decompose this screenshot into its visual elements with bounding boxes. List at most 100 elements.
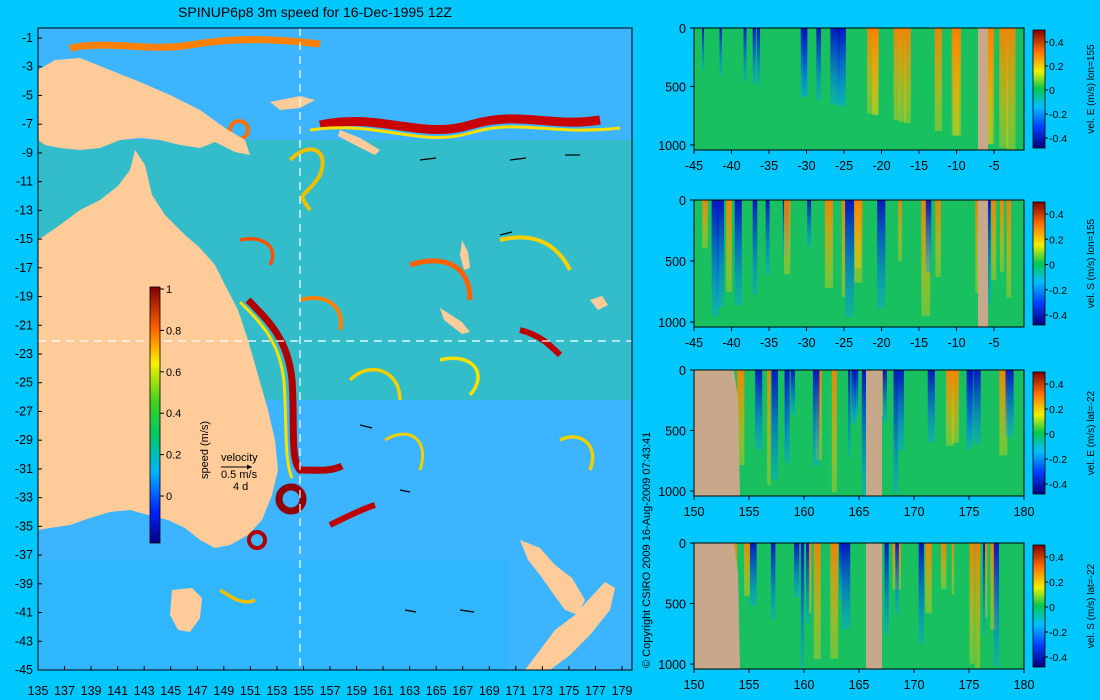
map-lat-tick: -5 (22, 88, 33, 102)
speed-colorbar-tick: 0 (166, 491, 172, 503)
section-streak (853, 370, 859, 418)
section-streak (877, 200, 886, 308)
section-colorbar (1032, 544, 1046, 668)
section-y-tick: 1000 (658, 316, 686, 330)
section-x-tick: 155 (739, 505, 760, 519)
section-x-tick: 170 (904, 505, 925, 519)
eddy-large (275, 483, 307, 515)
map-lon-tick: 171 (505, 684, 526, 698)
map-title: SPINUP6p8 3m speed for 16-Dec-1995 12Z (178, 4, 452, 20)
section-colorbar-tick: 0.4 (1049, 209, 1064, 221)
section-x-tick: -20 (872, 336, 890, 350)
section-y-tick: 0 (679, 364, 686, 378)
section-x-tick: -30 (797, 159, 815, 173)
section-streak (785, 370, 790, 464)
section-x-tick: -35 (760, 159, 778, 173)
map-lon-tick: 149 (213, 684, 234, 698)
section-streak (841, 200, 846, 297)
map-lon-tick: 147 (187, 684, 208, 698)
section-colorbar (1032, 29, 1046, 149)
map-lon-tick: 137 (54, 684, 75, 698)
map-lon-tick: 177 (585, 684, 606, 698)
map-lat-tick: -3 (22, 60, 33, 74)
section-streak (794, 543, 800, 598)
section-land (866, 543, 882, 669)
section-streak (812, 370, 820, 466)
section-streak (848, 370, 851, 458)
section-streak (830, 543, 839, 659)
section-streak (767, 370, 771, 486)
section-x-tick: -5 (988, 159, 999, 173)
section-x-tick: -25 (835, 159, 853, 173)
section-x-tick: 165 (849, 505, 870, 519)
section-x-tick: 180 (1014, 678, 1035, 692)
section-colorbar-tick: 0 (1049, 260, 1055, 272)
section-label: vel. S (m/s) lat=-22 (1086, 563, 1097, 648)
map-lat-tick: -35 (15, 519, 33, 533)
map-lat-tick: -25 (15, 376, 33, 390)
section-land (866, 370, 882, 496)
section-streak (867, 28, 873, 114)
speed-colorbar-tick: 0.4 (166, 408, 181, 420)
map-lat-tick: -9 (22, 146, 33, 160)
section-land (694, 543, 740, 669)
section-streak (744, 543, 750, 596)
eac-edge (238, 300, 294, 479)
filament (384, 432, 425, 471)
new-zealand-north (520, 540, 585, 615)
section-x-tick: 150 (684, 678, 705, 692)
section-x-tick: -45 (685, 336, 703, 350)
section-x-tick: -15 (910, 336, 928, 350)
section-panel: 0 500 1000 150 155 160 165 170 175 180 0.4 0.2 0 -0.2… (658, 537, 1097, 692)
section-streak (1006, 200, 1012, 298)
section-label: vel. E (m/s) lon=155 (1086, 44, 1097, 134)
map-lat-tick: -7 (22, 117, 33, 131)
section-streak (872, 28, 879, 115)
velocity-key-duration: 4 d (233, 481, 248, 493)
section-streak (771, 370, 779, 480)
map-lon-tick: 169 (479, 684, 500, 698)
section-streak (884, 543, 889, 635)
south-patch (38, 560, 508, 670)
section-colorbar-tick: -0.4 (1049, 479, 1067, 491)
map-lon-tick: 161 (373, 684, 394, 698)
section-y-tick: 0 (679, 22, 686, 36)
velocity-arrow (359, 424, 373, 429)
filament (328, 502, 376, 528)
section-colorbar-tick: -0.4 (1049, 310, 1067, 322)
section-streak (925, 543, 932, 614)
filament (439, 356, 480, 397)
section-frame (693, 27, 1025, 151)
map-lon-tick: 157 (320, 684, 341, 698)
section-y-tick: 0 (679, 537, 686, 551)
section-y-tick: 1000 (658, 658, 686, 672)
map-lat-tick: -1 (22, 31, 33, 45)
copyright-notice: © Copyright CSIRO 2009 16-Aug-2009 07:43… (641, 431, 653, 668)
section-streak (813, 543, 821, 660)
section-streak (975, 543, 981, 669)
section-streak (841, 543, 851, 630)
section-colorbar-tick: -0.2 (1049, 627, 1067, 639)
section-streak (755, 370, 763, 450)
speed-colorbar-tick: 0.8 (166, 325, 181, 337)
section-streak (765, 200, 770, 275)
section-colorbar-tick: 0 (1049, 602, 1055, 614)
map-lon-tick: 165 (426, 684, 447, 698)
map-lon-tick: 155 (293, 684, 314, 698)
section-streak (719, 28, 722, 76)
section-y-tick: 0 (679, 194, 686, 208)
section-streak (803, 28, 808, 97)
section-x-tick: 160 (794, 505, 815, 519)
vanuatu (460, 240, 470, 270)
section-streak (893, 28, 900, 121)
section-x-tick: 180 (1014, 505, 1035, 519)
section-streak (904, 28, 911, 124)
section-streak (726, 200, 732, 293)
section-colorbar-tick: 0.2 (1049, 577, 1064, 589)
map-lon-tick: 175 (558, 684, 579, 698)
map-lat-tick: -43 (15, 634, 33, 648)
map-lat-tick: -29 (15, 433, 33, 447)
section-streak (752, 28, 756, 84)
section-x-tick: 175 (959, 678, 980, 692)
section-streak (927, 370, 935, 443)
